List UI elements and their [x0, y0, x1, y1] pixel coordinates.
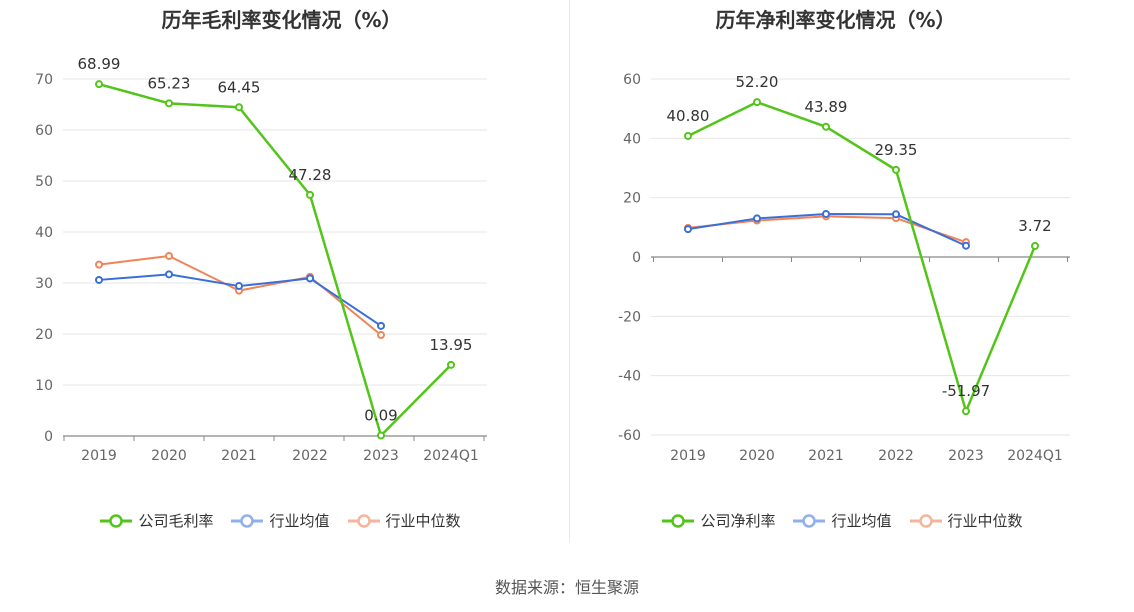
- data-point-company: [753, 98, 761, 107]
- data-point-company: [962, 407, 970, 416]
- data-label: 64.45: [218, 78, 261, 96]
- y-tick-label: 0: [632, 250, 641, 266]
- data-label: 13.95: [430, 336, 473, 354]
- legend-marker-icon: [909, 513, 942, 528]
- data-label: 65.23: [148, 74, 191, 92]
- data-point-median: [377, 331, 385, 340]
- panel-divider: [569, 0, 570, 542]
- y-tick-label: 50: [35, 174, 53, 190]
- legend-item-company[interactable]: 公司毛利率: [100, 510, 213, 531]
- data-point-company: [306, 190, 314, 199]
- data-point-company: [95, 80, 103, 89]
- data-label: -51.97: [942, 382, 990, 400]
- x-tick-label: 2020: [739, 448, 775, 464]
- data-label: 29.35: [875, 141, 918, 159]
- legend-marker-icon: [100, 513, 133, 528]
- chart-title: 历年净利率变化情况（%）: [715, 8, 956, 32]
- legend: 公司净利率 行业均值 行业中位数: [559, 510, 1126, 531]
- legend-label: 行业中位数: [385, 512, 461, 530]
- data-point-avg: [822, 209, 830, 218]
- gross-margin-chart: 历年毛利率变化情况（%） 70 60 50 40 30 20 10 0 2019 2020 2021…: [0, 0, 567, 560]
- net-margin-plot: 60 40 20 0 -20 -40 -60 2019 2020 2021 2022 2023 2024…: [618, 72, 1070, 464]
- x-tick-label: 2023: [948, 448, 984, 464]
- y-tick-label: 40: [35, 225, 53, 241]
- data-point-avg: [235, 282, 243, 291]
- y-tick-label: 0: [44, 429, 53, 445]
- gross-margin-plot: 70 60 50 40 30 20 10 0 2019 2020 2021 2022 2023 2024Q…: [35, 55, 487, 464]
- x-tick-label: 2019: [81, 448, 117, 464]
- data-point-median: [95, 260, 103, 269]
- legend-label: 公司净利率: [700, 512, 776, 530]
- data-label: 3.72: [1018, 217, 1051, 235]
- y-tick-label: 30: [35, 276, 53, 292]
- y-tick-label: -20: [618, 309, 641, 325]
- legend-label: 公司毛利率: [138, 512, 214, 530]
- x-tick-label: 2024Q1: [423, 448, 479, 464]
- data-point-avg: [962, 241, 970, 250]
- data-point-avg: [892, 210, 900, 219]
- x-tick-label: 2019: [670, 448, 706, 464]
- data-label: 43.89: [805, 98, 848, 116]
- data-point-avg: [684, 225, 692, 234]
- series-line-company: [98, 82, 452, 437]
- x-tick-label: 2021: [808, 448, 844, 464]
- data-point-avg: [306, 274, 314, 283]
- x-tick-label: 2022: [292, 448, 328, 464]
- x-tick-label: 2020: [151, 448, 187, 464]
- data-point-company: [1031, 241, 1039, 250]
- data-label: 52.20: [736, 73, 779, 91]
- x-tick-label: 2021: [221, 448, 257, 464]
- y-tick-label: 60: [623, 72, 641, 88]
- legend-item-avg[interactable]: 行业均值: [793, 510, 892, 531]
- y-tick-label: 40: [623, 131, 641, 147]
- data-source: 数据来源：恒生聚源: [494, 578, 639, 597]
- legend-marker-icon: [231, 513, 264, 528]
- data-point-avg: [165, 270, 173, 279]
- y-tick-label: 60: [35, 123, 53, 139]
- data-label: 40.80: [667, 107, 710, 125]
- legend-label: 行业均值: [269, 512, 330, 530]
- x-tick-label: 2024Q1: [1007, 448, 1063, 464]
- data-point-company: [822, 122, 830, 131]
- x-tick-label: 2022: [878, 448, 914, 464]
- legend: 公司毛利率 行业均值 行业中位数: [0, 510, 564, 531]
- legend-item-company[interactable]: 公司净利率: [662, 510, 775, 531]
- y-tick-label: 10: [35, 378, 53, 394]
- data-point-company: [165, 99, 173, 108]
- legend-item-avg[interactable]: 行业均值: [231, 510, 330, 531]
- legend-label: 行业中位数: [947, 512, 1023, 530]
- data-point-company: [892, 165, 900, 174]
- data-point-avg: [377, 321, 385, 330]
- legend-item-median[interactable]: 行业中位数: [909, 510, 1023, 531]
- legend-marker-icon: [793, 513, 826, 528]
- y-tick-label: 70: [35, 72, 53, 88]
- data-point-avg: [95, 275, 103, 284]
- data-point-company: [235, 103, 243, 112]
- data-label: 0.09: [364, 407, 397, 425]
- data-point-company: [377, 431, 385, 440]
- y-tick-label: -60: [618, 428, 641, 444]
- legend-marker-icon: [347, 513, 380, 528]
- y-tick-label: -40: [618, 369, 641, 385]
- data-point-avg: [753, 214, 761, 223]
- data-point-company: [447, 360, 455, 369]
- series-line-company: [687, 100, 1037, 413]
- legend-item-median[interactable]: 行业中位数: [347, 510, 461, 531]
- data-label: 68.99: [78, 55, 121, 73]
- net-margin-chart: 历年净利率变化情况（%） 60 40 20 0 -20 -40 -60 2019 2020 202…: [567, 0, 1134, 560]
- legend-label: 行业均值: [831, 512, 892, 530]
- y-tick-label: 20: [623, 191, 641, 207]
- data-label: 47.28: [289, 166, 332, 184]
- data-point-median: [165, 251, 173, 260]
- y-tick-label: 20: [35, 327, 53, 343]
- legend-marker-icon: [662, 513, 695, 528]
- x-tick-label: 2023: [363, 448, 399, 464]
- data-point-company: [684, 131, 692, 140]
- chart-title: 历年毛利率变化情况（%）: [161, 8, 402, 32]
